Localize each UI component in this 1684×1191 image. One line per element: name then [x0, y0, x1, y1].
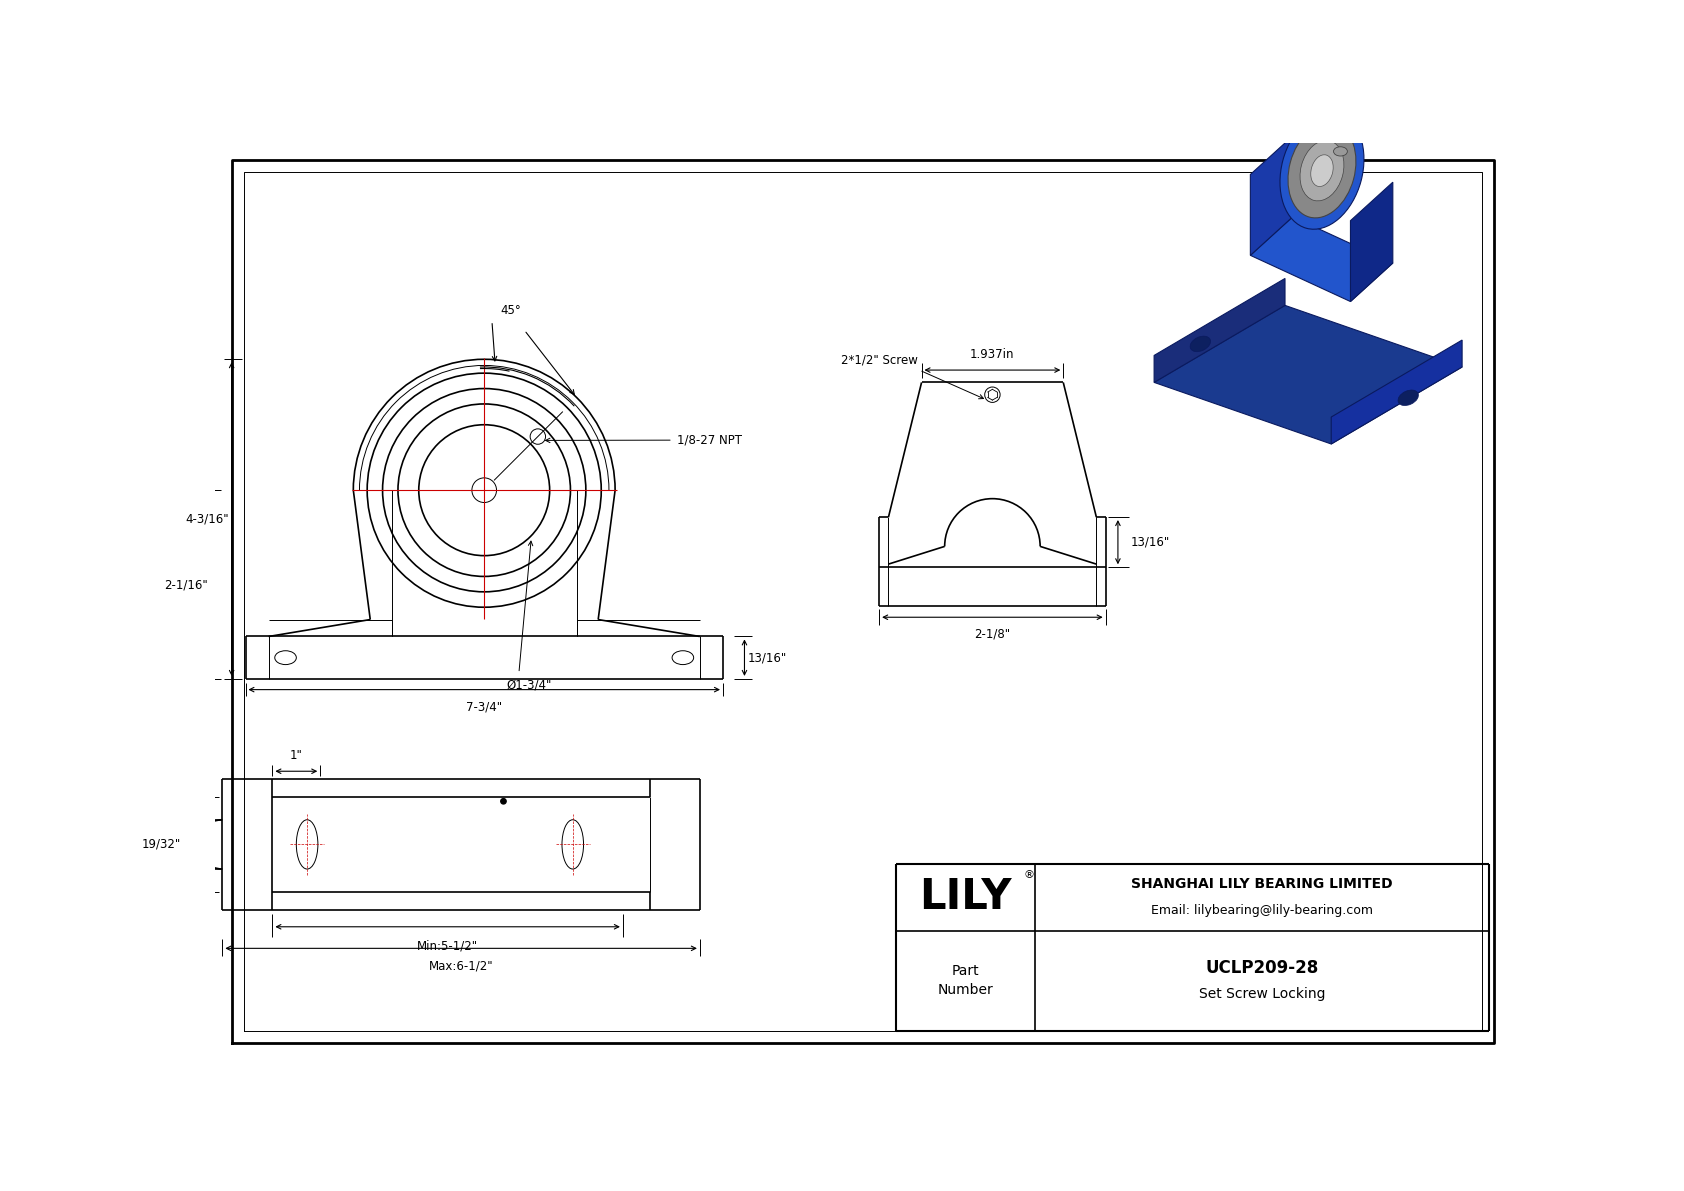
- Text: 19/32": 19/32": [141, 838, 180, 850]
- Ellipse shape: [1288, 124, 1356, 218]
- Text: SHANGHAI LILY BEARING LIMITED: SHANGHAI LILY BEARING LIMITED: [1132, 877, 1393, 891]
- Text: Min:5-1/2": Min:5-1/2": [418, 939, 478, 952]
- Text: 4-3/16": 4-3/16": [185, 512, 229, 525]
- Text: 2*1/2" Screw: 2*1/2" Screw: [840, 354, 918, 366]
- Text: 1": 1": [290, 749, 303, 762]
- Text: 2-1/8": 2-1/8": [975, 628, 1010, 641]
- Text: 45°: 45°: [500, 304, 522, 317]
- Ellipse shape: [1280, 112, 1364, 229]
- Polygon shape: [1250, 136, 1293, 255]
- Text: 1/8-27 NPT: 1/8-27 NPT: [677, 434, 741, 447]
- Text: Email: lilybearing@lily-bearing.com: Email: lilybearing@lily-bearing.com: [1150, 904, 1372, 917]
- Text: UCLP209-28: UCLP209-28: [1206, 959, 1319, 977]
- Ellipse shape: [1191, 336, 1211, 351]
- Text: Max:6-1/2": Max:6-1/2": [429, 959, 493, 972]
- Polygon shape: [1332, 341, 1462, 444]
- Ellipse shape: [1334, 146, 1347, 156]
- Text: ®: ®: [1024, 871, 1034, 880]
- Ellipse shape: [1310, 155, 1334, 187]
- Polygon shape: [1351, 182, 1393, 301]
- Text: LILY: LILY: [919, 877, 1012, 918]
- Ellipse shape: [1398, 389, 1418, 406]
- Polygon shape: [1154, 279, 1285, 382]
- Text: 7-3/4": 7-3/4": [466, 700, 502, 713]
- Text: 2-1/16": 2-1/16": [163, 578, 207, 591]
- Text: 13/16": 13/16": [1132, 536, 1170, 549]
- Text: Ø1-3/4": Ø1-3/4": [507, 679, 552, 692]
- Ellipse shape: [1300, 141, 1344, 201]
- Text: 13/16": 13/16": [748, 651, 786, 665]
- Circle shape: [500, 799, 507, 804]
- Text: Set Screw Locking: Set Screw Locking: [1199, 987, 1325, 1000]
- Text: Part
Number: Part Number: [938, 964, 994, 997]
- Polygon shape: [1154, 305, 1462, 444]
- Text: 1.937in: 1.937in: [970, 348, 1015, 361]
- Polygon shape: [1250, 217, 1393, 301]
